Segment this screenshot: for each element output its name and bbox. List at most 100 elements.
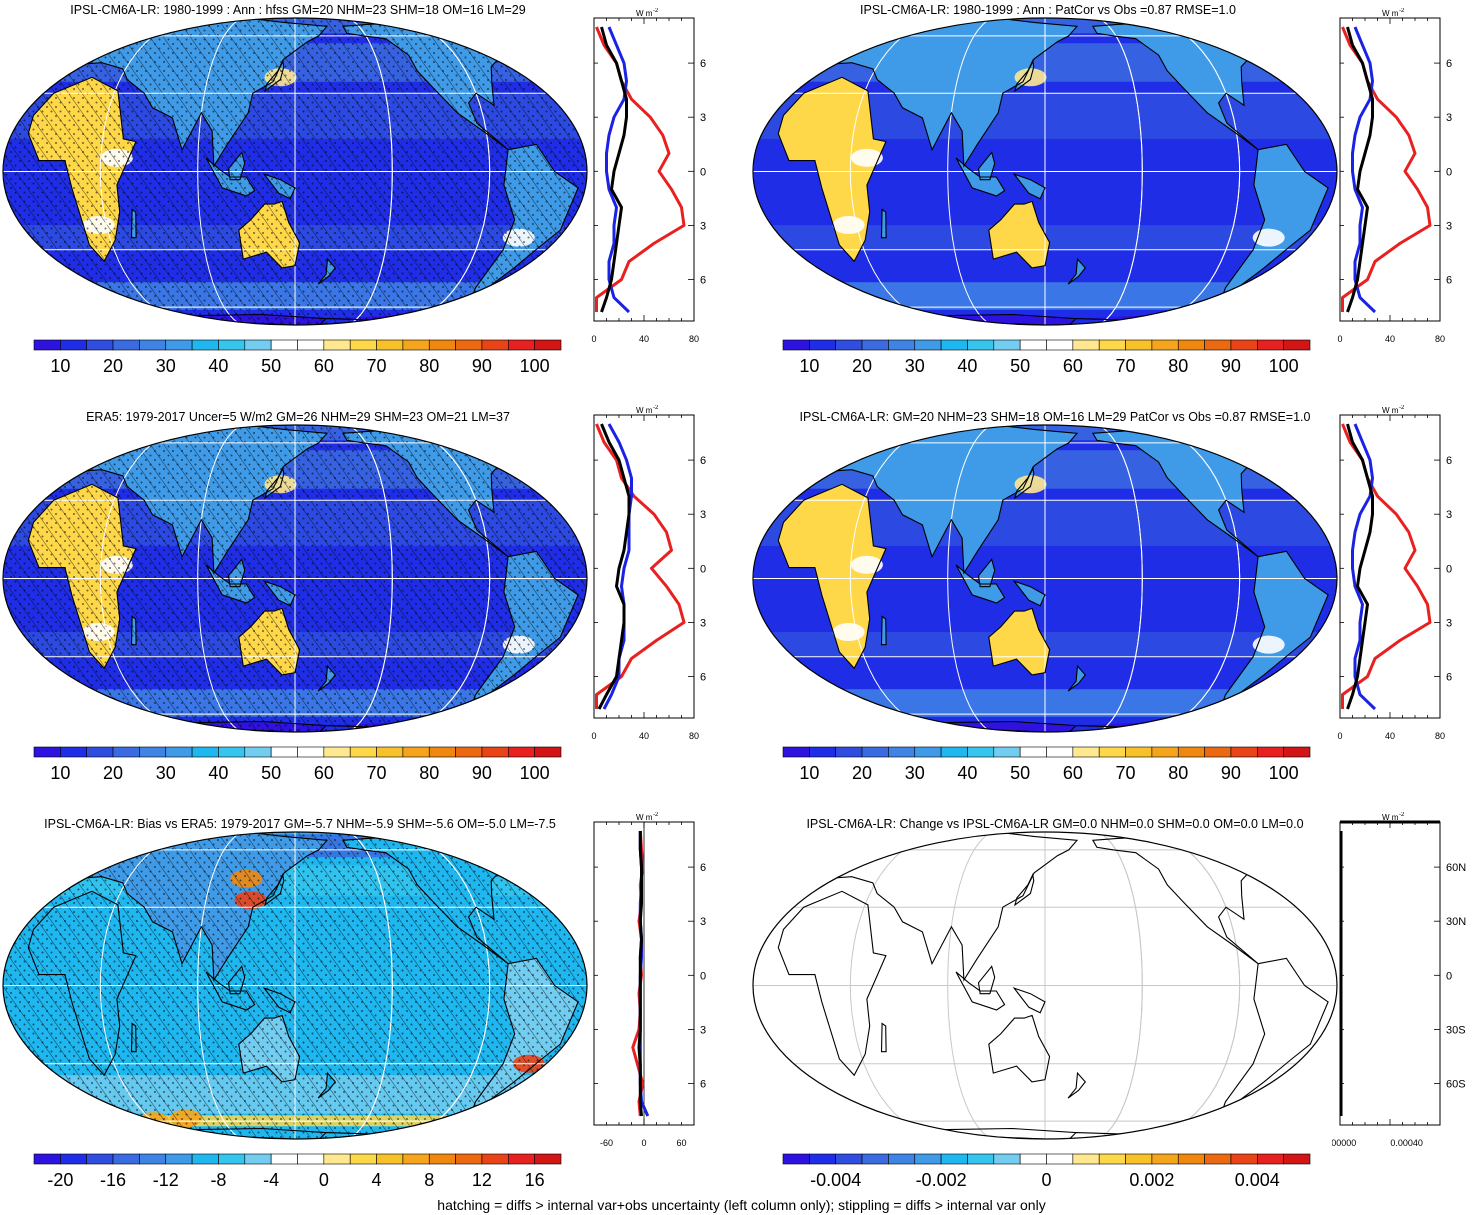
coastline-africa: [27, 483, 137, 670]
coastline-australia: [988, 607, 1051, 676]
colorbar-swatch: [1177, 746, 1205, 758]
colorbar-swatch: [86, 339, 114, 351]
colorbar-swatch: [1125, 1153, 1153, 1165]
colorbar-swatch: [914, 746, 942, 758]
zonal-lat-label: 30S: [1446, 220, 1452, 232]
colorbar-swatch: [165, 746, 193, 758]
colorbar-label: 0: [1041, 1170, 1051, 1190]
colorbar-swatch: [507, 339, 535, 351]
colorbar-label: -4: [263, 1170, 279, 1190]
coastline-japan: [1014, 873, 1035, 907]
colorbar-swatch: [914, 339, 942, 351]
graticule-meridian: [947, 425, 1004, 732]
map-field-hotspot: [1004, 635, 1037, 654]
zonal-units-label: W m: [636, 406, 653, 415]
colorbar-swatch: [481, 746, 509, 758]
zonal-lat-label: 30S: [1446, 1024, 1466, 1036]
map-land-field: [1221, 144, 1329, 299]
map-field-hotspot: [850, 148, 883, 167]
coastline-australia: [238, 1014, 301, 1083]
coastline-madagascar: [880, 615, 887, 646]
coastline-indonesia: [205, 157, 256, 197]
colorbar-label: -0.004: [810, 1170, 861, 1190]
colorbar-label: 50: [261, 356, 281, 376]
zonal-lat-label: 30N: [700, 509, 706, 521]
coastline-africa: [27, 890, 137, 1077]
panel-3-map: [2, 424, 588, 733]
colorbar-swatch: [534, 339, 562, 351]
coastline-borneo: [977, 965, 996, 995]
colorbar-swatch: [60, 1153, 88, 1165]
coastline-japan: [264, 873, 285, 907]
colorbar-swatch: [1019, 1153, 1047, 1165]
colorbar-swatch: [218, 1153, 246, 1165]
coastline-indonesia: [955, 564, 1006, 604]
zonal-lat-label: 60S: [1446, 275, 1452, 287]
colorbar-label: 30: [905, 356, 925, 376]
coastline-newguinea: [262, 173, 296, 200]
colorbar-swatch: [940, 1153, 968, 1165]
panel-5-map: [2, 831, 588, 1140]
zonal-x-label: 0: [641, 1138, 646, 1148]
zonal-lat-label: 30N: [700, 916, 706, 928]
zonal-x-label: 0: [591, 731, 596, 741]
colorbar-swatch: [323, 746, 351, 758]
zonal-lat-label: 30S: [700, 220, 706, 232]
colorbar-swatch: [1204, 339, 1232, 351]
colorbar-swatch: [1283, 746, 1311, 758]
zonal-series-blue: [605, 26, 631, 314]
zonal-x-label: 40: [1385, 334, 1395, 344]
map-border: [752, 831, 1338, 1140]
colorbar-label: 0.002: [1129, 1170, 1174, 1190]
graticule-meridian: [197, 425, 254, 732]
colorbar-label: 70: [367, 356, 387, 376]
colorbar-swatch: [112, 1153, 140, 1165]
colorbar-swatch: [244, 1153, 272, 1165]
colorbar-swatch: [112, 746, 140, 758]
colorbar-swatch: [297, 339, 325, 351]
panel-6-map: [752, 831, 1338, 1140]
zonal-series-blue: [1351, 423, 1377, 711]
zonal-x-label: -60: [600, 1138, 613, 1148]
colorbar-swatch: [270, 1153, 298, 1165]
colorbar-swatch: [1256, 1153, 1284, 1165]
coastline-newguinea: [1012, 580, 1046, 607]
coastline-japan: [1014, 59, 1035, 93]
coastline-indonesia: [955, 157, 1006, 197]
colorbar-swatch: [33, 1153, 61, 1165]
colorbar-swatch: [967, 746, 995, 758]
zonal-lat-label: 0: [1446, 970, 1452, 982]
map-land-field: [841, 38, 862, 52]
coastline-australia: [988, 200, 1051, 269]
zonal-frame: [593, 414, 695, 719]
map-land-field: [1092, 429, 1259, 557]
zonal-lat-label: 60N: [700, 455, 706, 467]
zonal-lat-label: 30N: [700, 112, 706, 124]
panel-6-zonal-plot: W m-2 60N 30N 0 30S 60S 0.00000 0.00040: [1332, 812, 1466, 1148]
colorbar-swatch: [218, 339, 246, 351]
panel-6-title: IPSL-CM6A-LR: Change vs IPSL-CM6A-LR GM=…: [806, 817, 1304, 831]
panel-5-title: IPSL-CM6A-LR: Bias vs ERA5: 1979-2017 GM…: [44, 817, 556, 831]
colorbar-swatch: [244, 746, 272, 758]
colorbar-swatch: [323, 1153, 351, 1165]
zonal-series-red: [595, 423, 686, 709]
map-land-field: [956, 157, 1005, 196]
colorbar-label: -12: [153, 1170, 179, 1190]
colorbar-swatch: [967, 339, 995, 351]
panel-4-colorbar: 102030405060708090100110: [782, 746, 1311, 783]
panel-1-title: IPSL-CM6A-LR: 1980-1999 : Ann : hfss GM=…: [70, 3, 526, 17]
colorbar-swatch: [349, 1153, 377, 1165]
colorbar-swatch: [1177, 339, 1205, 351]
coastline-indonesia: [205, 564, 256, 604]
colorbar-label: 100: [520, 356, 550, 376]
zonal-lat-label: 60N: [1446, 455, 1452, 467]
colorbar-label: 60: [1063, 763, 1083, 783]
zonal-series-blue: [1351, 26, 1377, 314]
colorbar-swatch: [1230, 1153, 1258, 1165]
zonal-lat-label: 30N: [1446, 916, 1466, 928]
colorbar-swatch: [33, 339, 61, 351]
colorbar-label: -8: [210, 1170, 226, 1190]
colorbar-label: 90: [472, 763, 492, 783]
colorbar-swatch: [835, 1153, 863, 1165]
colorbar-swatch: [455, 339, 483, 351]
